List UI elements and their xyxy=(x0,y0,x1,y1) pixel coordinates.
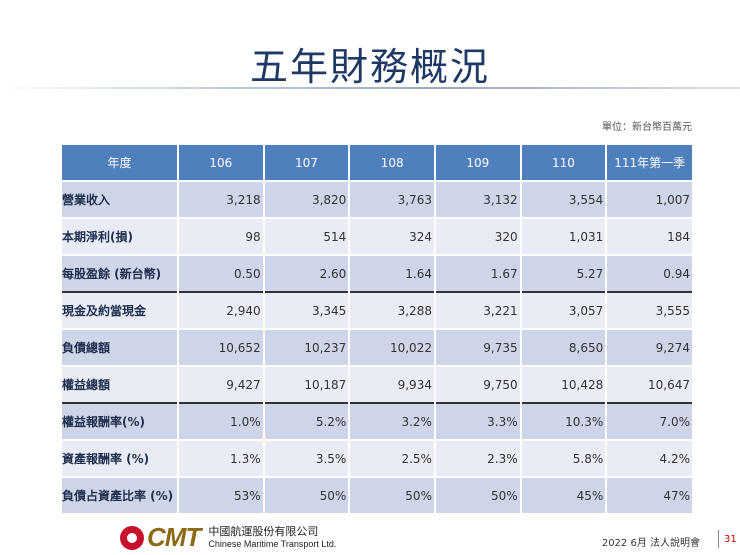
table-header: 年度 106 107 108 109 110 111年第一季 xyxy=(62,145,692,181)
table-cell: 45% xyxy=(519,476,607,513)
table-cell: 3,221 xyxy=(433,291,521,329)
table-cell: 3,345 xyxy=(262,291,350,329)
table-cell: 47% xyxy=(605,476,692,513)
table-cell: 10,652 xyxy=(177,328,264,366)
table-cell: 0.94 xyxy=(605,254,692,292)
table-cell: 9,274 xyxy=(605,328,692,366)
table-cell: 1.67 xyxy=(433,254,521,292)
table-cell: 1,031 xyxy=(519,217,607,255)
table-cell: 10,428 xyxy=(519,365,607,403)
table-row: 本期淨利(損) 98 514 324 320 1,031 184 xyxy=(62,217,692,255)
table-cell: 3,057 xyxy=(519,291,607,329)
table-row: 現金及約當現金 2,940 3,345 3,288 3,221 3,057 3,555 xyxy=(62,291,692,329)
table-cell: 10.3% xyxy=(519,402,607,440)
row-label: 資產報酬率 (%) xyxy=(62,439,178,477)
company-logo: CMT 中國航運股份有限公司 Chinese Maritime Transpor… xyxy=(120,522,336,553)
column-header: 年度 xyxy=(62,145,178,181)
table-cell: 3,288 xyxy=(348,291,435,329)
table-cell: 3.2% xyxy=(348,402,435,440)
table-cell: 3.5% xyxy=(262,439,350,477)
table-cell: 0.50 xyxy=(177,254,264,292)
table-cell: 9,934 xyxy=(348,365,435,403)
table-cell: 5.8% xyxy=(519,439,607,477)
table-row: 負債占資產比率 (%) 53% 50% 50% 50% 45% 47% xyxy=(62,476,692,513)
table-cell: 9,750 xyxy=(433,365,521,403)
page-title: 五年財務概況 xyxy=(249,45,490,89)
table-cell: 324 xyxy=(348,217,435,255)
table-cell: 9,427 xyxy=(177,365,264,403)
table-cell: 2,940 xyxy=(177,291,264,329)
column-header: 110 xyxy=(519,145,607,181)
logo-text: CMT xyxy=(147,522,201,552)
title-divider xyxy=(0,87,740,89)
column-header: 108 xyxy=(348,145,435,181)
table-cell: 50% xyxy=(433,476,521,513)
table-cell: 10,187 xyxy=(262,365,350,403)
table-cell: 10,022 xyxy=(348,328,435,366)
table-cell: 3,132 xyxy=(433,180,521,218)
table-cell: 9,735 xyxy=(433,328,521,366)
table-row: 權益報酬率(%) 1.0% 5.2% 3.2% 3.3% 10.3% 7.0% xyxy=(62,402,692,440)
table-cell: 3,555 xyxy=(605,291,692,329)
row-label: 權益總額 xyxy=(62,365,178,403)
table-cell: 10,237 xyxy=(262,328,350,366)
row-label: 營業收入 xyxy=(62,180,178,218)
table-cell: 320 xyxy=(433,217,521,255)
row-label: 負債占資產比率 (%) xyxy=(62,476,178,513)
column-header: 111年第一季 xyxy=(605,145,692,181)
row-label: 每股盈餘 (新台幣) xyxy=(62,254,178,292)
table-row: 權益總額 9,427 10,187 9,934 9,750 10,428 10,647 xyxy=(62,365,692,403)
table-cell: 2.60 xyxy=(262,254,350,292)
table-row: 負債總額 10,652 10,237 10,022 9,735 8,650 9,274 xyxy=(62,328,692,366)
table-cell: 3,820 xyxy=(262,180,350,218)
table-cell: 514 xyxy=(262,217,350,255)
column-header: 106 xyxy=(177,145,264,181)
table-cell: 2.5% xyxy=(348,439,435,477)
table-row: 資產報酬率 (%) 1.3% 3.5% 2.5% 2.3% 5.8% 4.2% xyxy=(62,439,692,477)
row-label: 權益報酬率(%) xyxy=(62,402,178,440)
table-cell: 184 xyxy=(605,217,692,255)
table-cell: 98 xyxy=(177,217,264,255)
table-cell: 3,218 xyxy=(177,180,264,218)
column-header: 107 xyxy=(262,145,350,181)
table-cell: 1.0% xyxy=(177,402,264,440)
table-cell: 10,647 xyxy=(605,365,692,403)
table-cell: 3,763 xyxy=(348,180,435,218)
table-cell: 5.27 xyxy=(519,254,607,292)
event-label: 2022 6月 法人說明會 xyxy=(601,538,700,549)
table-cell: 50% xyxy=(348,476,435,513)
table-cell: 53% xyxy=(177,476,264,513)
table-cell: 3,554 xyxy=(519,180,607,218)
page-number: 31 xyxy=(724,534,737,545)
table-row: 營業收入 3,218 3,820 3,763 3,132 3,554 1,007 xyxy=(62,180,692,218)
flower-logo-icon xyxy=(120,525,144,550)
row-label: 本期淨利(損) xyxy=(62,217,178,255)
table-row: 每股盈餘 (新台幣) 0.50 2.60 1.64 1.67 5.27 0.94 xyxy=(62,254,692,292)
table-cell: 3.3% xyxy=(433,402,521,440)
column-header: 109 xyxy=(433,145,521,181)
company-name-zh: 中國航運股份有限公司 xyxy=(208,524,319,538)
table-cell: 7.0% xyxy=(605,402,692,440)
table-cell: 1.64 xyxy=(348,254,435,292)
table-cell: 5.2% xyxy=(262,402,350,440)
row-label: 現金及約當現金 xyxy=(62,291,178,329)
company-name-en: Chinese Maritime Transport Ltd. xyxy=(208,538,337,549)
table-cell: 50% xyxy=(262,476,350,513)
row-label: 負債總額 xyxy=(62,328,178,366)
table-cell: 2.3% xyxy=(433,439,521,477)
table-cell: 1,007 xyxy=(605,180,692,218)
page-divider xyxy=(718,530,719,548)
table-cell: 1.3% xyxy=(177,439,264,477)
financial-table: 年度 106 107 108 109 110 111年第一季 營業收入 3,218 3,820 3… xyxy=(62,145,692,513)
table-cell: 8,650 xyxy=(519,328,607,366)
table-cell: 4.2% xyxy=(605,439,692,477)
unit-label: 單位：新台幣百萬元 xyxy=(602,122,692,133)
